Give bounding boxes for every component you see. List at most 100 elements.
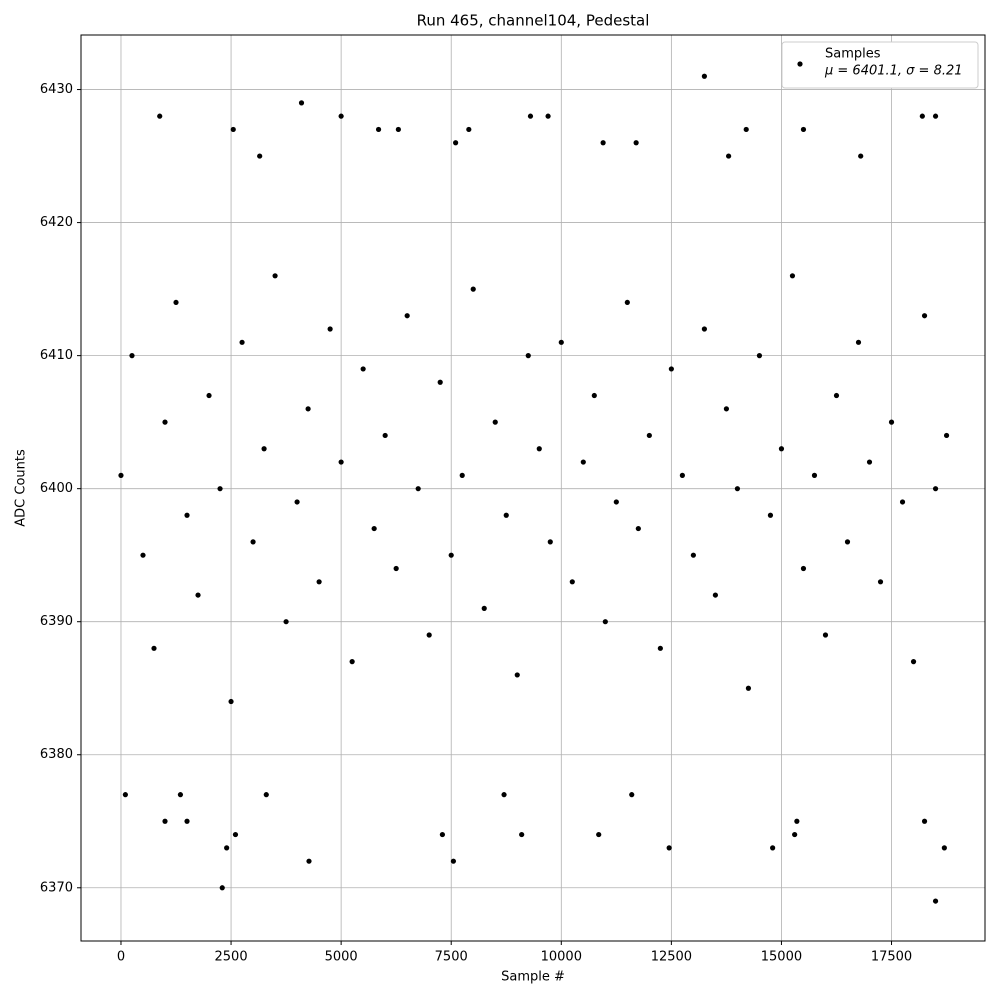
point	[624, 299, 630, 306]
point	[360, 366, 366, 372]
point	[393, 565, 399, 572]
x-axis-label: Sample #	[501, 970, 565, 985]
point	[745, 685, 752, 691]
axes-frame	[80, 34, 986, 942]
point	[545, 113, 551, 119]
point	[250, 539, 256, 545]
point	[822, 632, 829, 638]
point	[338, 113, 344, 119]
point	[657, 645, 663, 651]
point	[151, 645, 157, 651]
y-tick-label: 6420	[40, 215, 73, 230]
point	[932, 898, 939, 904]
point	[261, 446, 267, 452]
point	[283, 619, 289, 625]
point	[415, 486, 421, 492]
point	[743, 126, 749, 133]
point	[122, 792, 128, 798]
point	[140, 552, 146, 558]
point	[712, 592, 718, 598]
point	[770, 845, 776, 851]
point	[580, 459, 586, 465]
point	[899, 499, 906, 505]
point	[629, 792, 635, 798]
point	[600, 140, 606, 146]
point	[514, 672, 520, 678]
x-tick-label: 0	[117, 950, 125, 965]
point	[756, 353, 763, 359]
point	[800, 126, 807, 133]
point	[184, 818, 190, 824]
point	[263, 792, 269, 798]
point	[466, 126, 472, 133]
point	[910, 659, 917, 665]
point	[800, 565, 807, 572]
point	[426, 632, 432, 638]
legend-note: μ = 6401.1, σ = 8.21	[824, 64, 963, 79]
point	[437, 379, 443, 385]
point	[371, 525, 377, 532]
point	[349, 659, 355, 665]
point	[501, 792, 507, 798]
point	[492, 419, 498, 425]
point	[613, 499, 619, 505]
point	[668, 366, 674, 372]
point	[232, 831, 239, 838]
point	[228, 698, 234, 705]
point	[375, 126, 382, 133]
point	[294, 499, 300, 505]
point	[778, 446, 785, 452]
point	[734, 486, 741, 492]
point	[459, 472, 465, 478]
point	[527, 113, 534, 119]
point	[525, 353, 531, 359]
y-tick-label: 6370	[40, 880, 73, 895]
y-tick-label: 6380	[40, 747, 73, 762]
chart-title: Run 465, channel104, Pedestal	[417, 12, 650, 30]
point	[316, 579, 322, 585]
point	[723, 406, 730, 412]
point	[932, 486, 939, 492]
point	[219, 885, 225, 891]
point	[470, 286, 476, 292]
point	[184, 512, 190, 518]
point	[794, 818, 800, 824]
y-tick-label: 6400	[40, 481, 73, 496]
point	[173, 299, 179, 306]
point	[558, 339, 564, 345]
point	[666, 845, 672, 851]
point	[338, 459, 344, 465]
point	[633, 140, 639, 146]
y-tick-label: 6430	[40, 82, 73, 97]
point	[833, 392, 840, 399]
point	[811, 472, 818, 478]
y-tick-label: 6390	[40, 614, 73, 629]
legend: Samples μ = 6401.1, σ = 8.21	[781, 41, 979, 89]
point	[635, 525, 641, 532]
point	[844, 539, 851, 545]
point	[272, 273, 278, 279]
point	[536, 446, 542, 452]
point	[602, 619, 608, 625]
point	[877, 579, 884, 585]
point	[767, 512, 774, 518]
point	[921, 818, 928, 824]
point	[943, 432, 950, 439]
point	[162, 818, 168, 824]
point	[404, 313, 410, 319]
point	[177, 792, 184, 798]
point	[206, 392, 212, 399]
point	[327, 326, 333, 332]
point	[230, 126, 236, 133]
point	[450, 858, 457, 864]
point	[888, 419, 895, 425]
legend-label: Samples	[825, 47, 881, 62]
legend-marker	[797, 61, 803, 67]
point	[701, 326, 707, 332]
x-tick-label: 15000	[761, 950, 802, 965]
point	[591, 392, 597, 399]
y-tick-label: 6410	[40, 348, 73, 363]
point	[789, 273, 796, 279]
point	[503, 512, 509, 518]
point	[519, 831, 525, 838]
